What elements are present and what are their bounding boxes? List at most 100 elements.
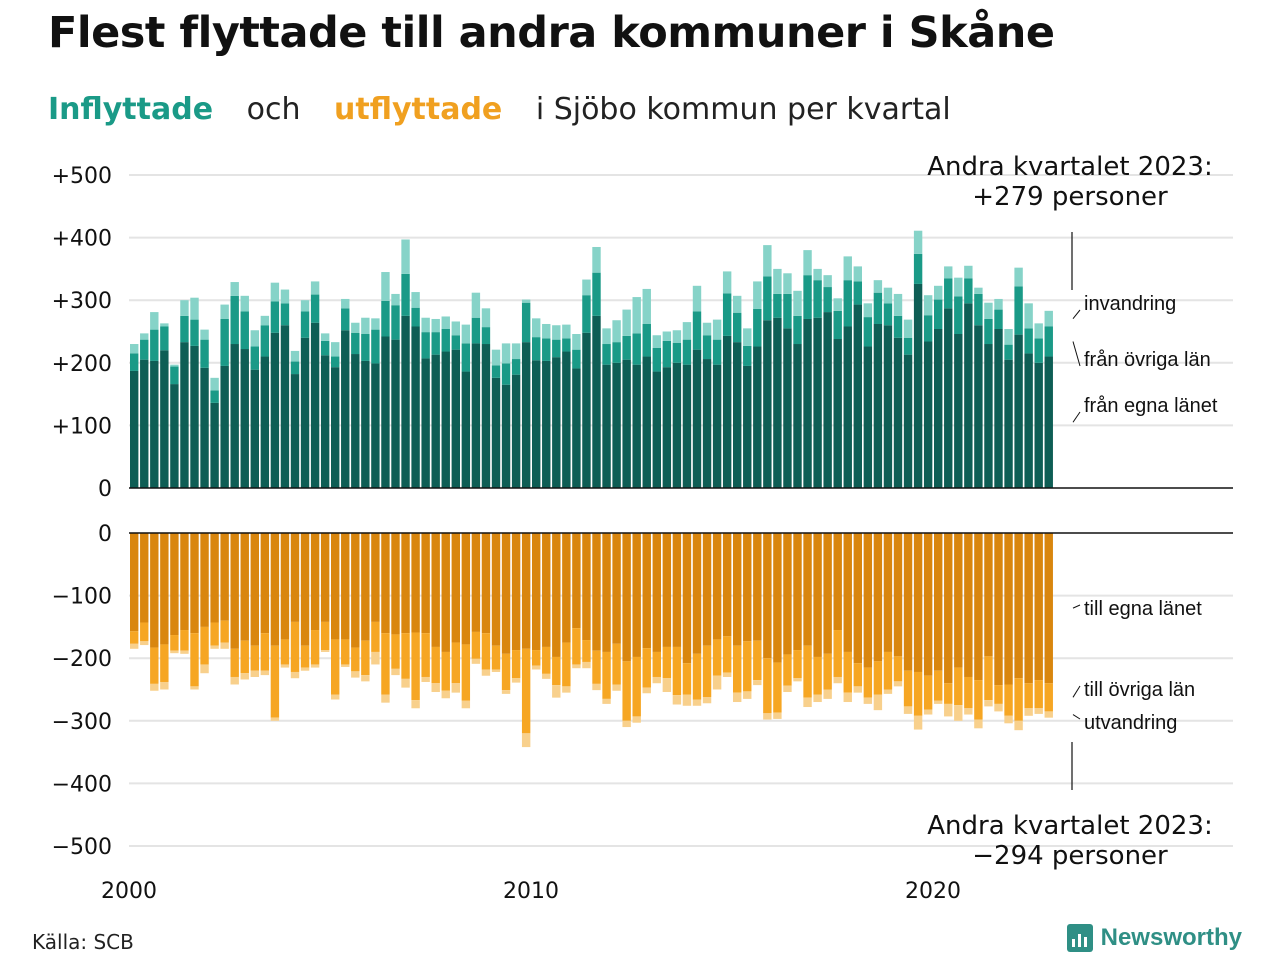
inflyttade-bar-segment (220, 318, 229, 366)
inflyttade-bar-segment (331, 356, 340, 368)
inflyttade-bar-segment (381, 336, 390, 488)
utflyttade-bar-segment (421, 633, 430, 677)
utflyttade-bar-segment (733, 533, 742, 646)
inflyttade-bar-segment (712, 319, 722, 340)
inflyttade-bar-segment (923, 315, 933, 342)
utflyttade-bar-segment (421, 533, 430, 634)
inflyttade-bar-segment (130, 353, 139, 371)
utflyttade-bar-segment (873, 533, 883, 662)
utflyttade-bar-segment (280, 639, 290, 665)
inflyttade-bar-segment (783, 273, 792, 294)
utflyttade-bar-segment (391, 533, 400, 635)
utflyttade-bar-segment (160, 533, 169, 645)
utflyttade-bar-segment (310, 630, 320, 665)
inflyttade-bar-segment (813, 268, 822, 281)
inflyttade-bar-segment (763, 320, 772, 488)
inflyttade-bar-segment (923, 341, 933, 488)
utflyttade-bar-segment (421, 676, 430, 682)
utflyttade-bar-segment (260, 533, 270, 634)
inflyttade-bar-segment (662, 367, 672, 488)
inflyttade-bar-segment (150, 360, 159, 488)
inflyttade-bar-segment (994, 309, 1003, 329)
utflyttade-bar-segment (582, 640, 591, 662)
inflyttade-bar-segment (471, 292, 481, 318)
utflyttade-bar-segment (863, 533, 873, 668)
utflyttade-bar-segment (823, 689, 832, 699)
inflyttade-bar-segment (923, 295, 933, 316)
inflyttade-bar-segment (722, 293, 732, 336)
inflyttade-bar-segment (411, 292, 420, 308)
utflyttade-bar-segment (471, 631, 481, 659)
utflyttade-bar-segment (934, 670, 943, 701)
utflyttade-bar-segment (250, 645, 259, 671)
utflyttade-bar-segment (270, 533, 280, 646)
inflyttade-bar-segment (753, 281, 762, 309)
utflyttade-bar-segment (1044, 711, 1053, 718)
inflyttade-bar-segment (682, 339, 692, 365)
utflyttade-bar-segment (431, 646, 440, 684)
utflyttade-bar-segment (883, 689, 893, 694)
utflyttade-bar-segment (944, 703, 953, 717)
utflyttade-bar-segment (702, 533, 712, 646)
utflyttade-bar-segment (501, 533, 511, 654)
utflyttade-bar-segment (391, 668, 400, 676)
utflyttade-bar-segment (471, 658, 481, 664)
utflyttade-bar-segment (160, 681, 169, 690)
utflyttade-bar-segment (1034, 680, 1043, 709)
inflyttade-bar-segment (1034, 362, 1043, 488)
inflyttade-bar-segment (612, 342, 621, 363)
utflyttade-bar-segment (863, 697, 873, 704)
inflyttade-bar-segment (542, 338, 551, 361)
inflyttade-bar-segment (210, 377, 219, 391)
inflyttade-bar-segment (1044, 356, 1053, 488)
utflyttade-bar-segment (572, 664, 581, 669)
utflyttade-bar-segment (672, 695, 682, 705)
inflyttade-bar-segment (501, 363, 511, 385)
source-note: Källa: SCB (32, 930, 134, 954)
inflyttade-bar-segment (823, 312, 832, 488)
utflyttade-bar-segment (974, 719, 983, 729)
utflyttade-bar-segment (552, 685, 561, 698)
top-series-label: från egna länet (1084, 395, 1218, 417)
top-y-tick-label: +300 (52, 289, 112, 314)
inflyttade-bar-segment (843, 256, 852, 281)
bottom-annotation-line2: −294 personer (972, 841, 1168, 871)
utflyttade-bar-segment (843, 692, 852, 703)
inflyttade-bar-segment (532, 337, 541, 361)
inflyttade-bar-segment (733, 342, 742, 488)
inflyttade-bar-segment (150, 329, 159, 361)
utflyttade-bar-segment (170, 533, 179, 636)
top-annotation-line1: Andra kvartalet 2023: (927, 152, 1212, 182)
inflyttade-bar-segment (521, 342, 531, 488)
inflyttade-bar-segment (1014, 334, 1023, 488)
inflyttade-bar-segment (542, 323, 551, 339)
utflyttade-bar-segment (722, 672, 732, 677)
inflyttade-bar-segment (260, 356, 270, 488)
inflyttade-bar-segment (240, 295, 249, 312)
utflyttade-bar-segment (180, 650, 189, 654)
utflyttade-bar-segment (964, 533, 973, 677)
inflyttade-bar-segment (421, 332, 430, 359)
inflyttade-bar-segment (913, 253, 923, 284)
utflyttade-bar-segment (733, 645, 742, 693)
utflyttade-bar-segment (743, 691, 752, 699)
utflyttade-bar-segment (783, 654, 792, 686)
inflyttade-bar-segment (893, 337, 903, 488)
utflyttade-bar-segment (984, 700, 993, 707)
utflyttade-bar-segment (682, 694, 692, 706)
subtitle-och: och (246, 92, 301, 127)
inflyttade-bar-segment (290, 350, 300, 362)
utflyttade-bar-segment (783, 533, 792, 655)
utflyttade-bar-segment (863, 667, 873, 698)
utflyttade-bar-segment (351, 647, 360, 672)
utflyttade-bar-segment (190, 686, 199, 690)
newsworthy-logo[interactable]: Newsworthy (1066, 924, 1242, 952)
utflyttade-bar-segment (964, 676, 973, 709)
x-tick-label: 2010 (503, 879, 559, 904)
inflyttade-bar-segment (230, 344, 239, 488)
inflyttade-bar-segment (702, 322, 712, 336)
utflyttade-bar-segment (240, 640, 249, 674)
utflyttade-bar-segment (200, 533, 209, 627)
utflyttade-bar-segment (662, 678, 672, 693)
utflyttade-bar-segment (310, 533, 320, 631)
